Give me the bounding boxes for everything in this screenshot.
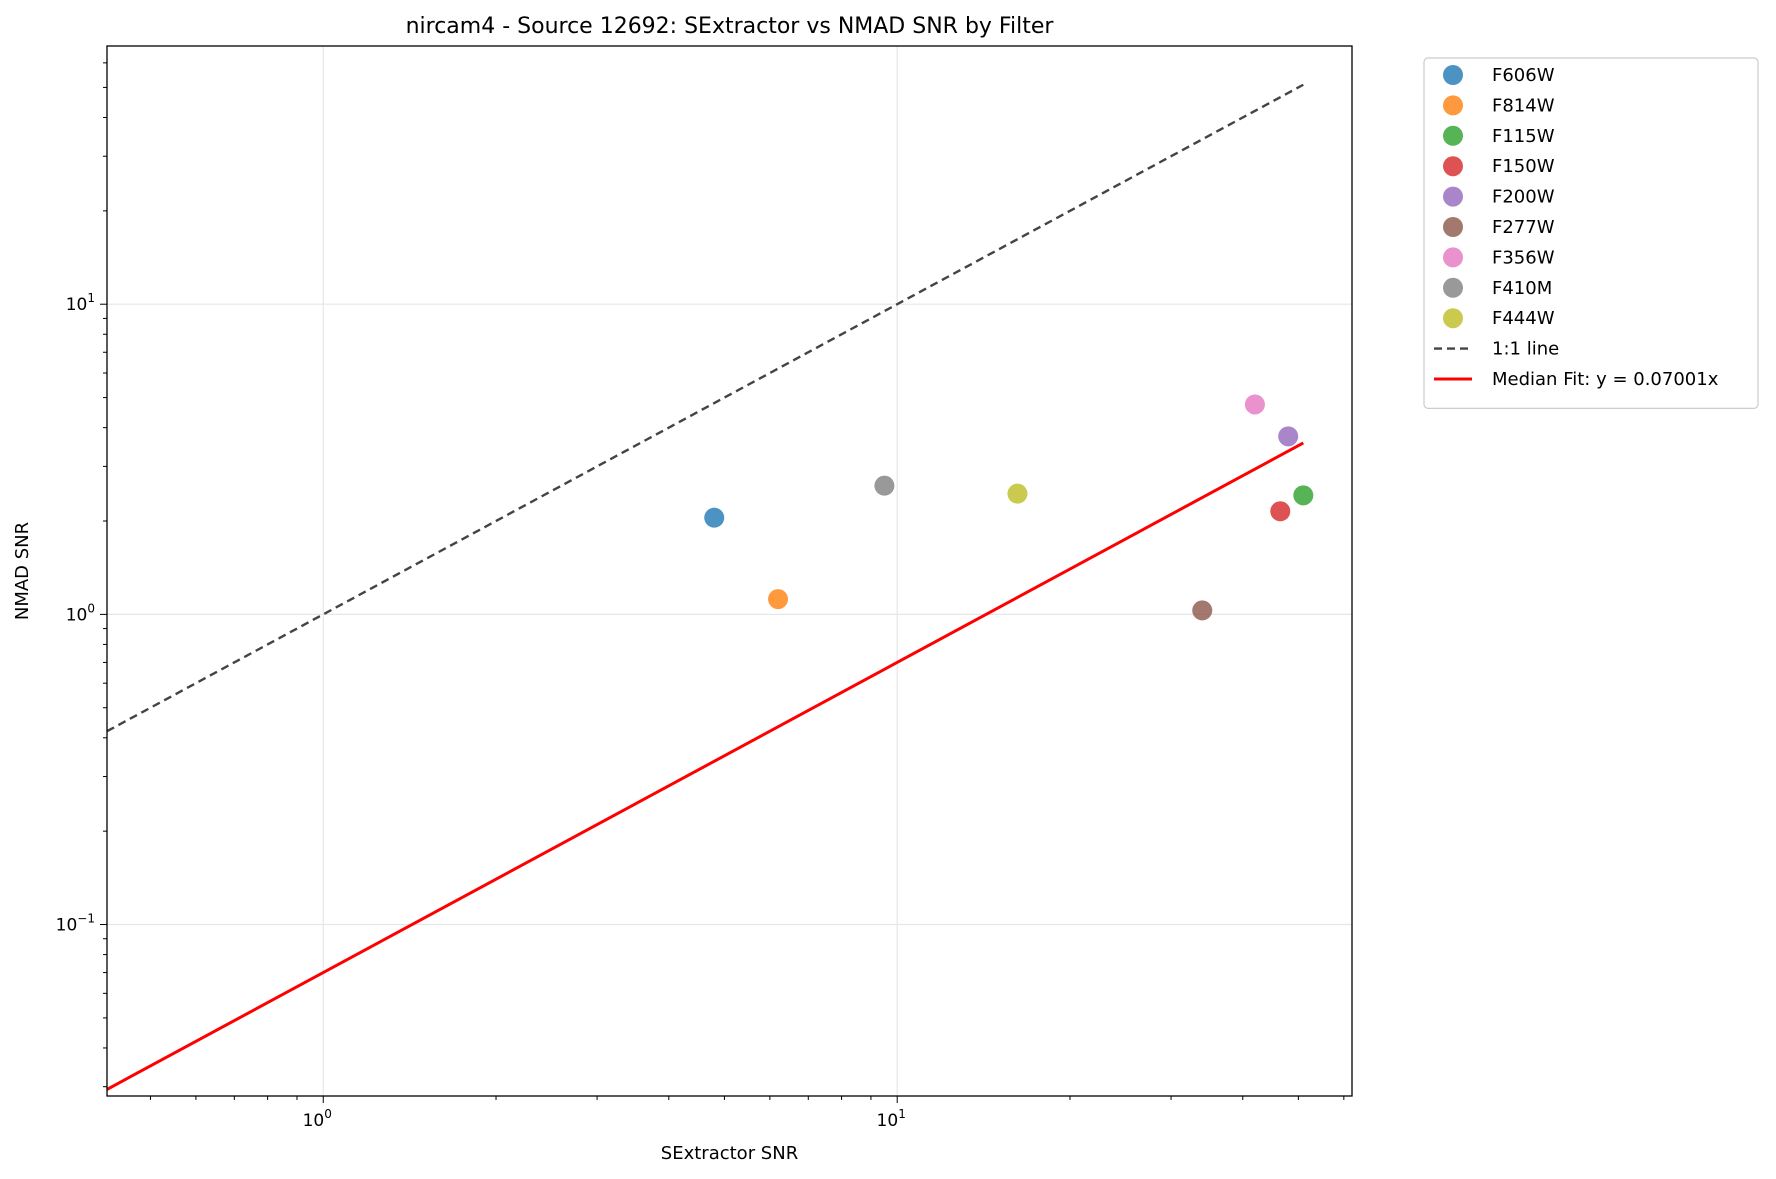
legend-label: F115W: [1492, 126, 1555, 147]
y-tick-label: 10−1: [56, 912, 95, 936]
legend-marker-f277w: [1443, 217, 1463, 237]
legend-marker-f606w: [1443, 65, 1463, 85]
legend-label: 1:1 line: [1492, 339, 1559, 360]
x-tick-label: 101: [877, 1107, 906, 1131]
grid-lines: [107, 46, 1352, 1096]
plot-area: [106, 45, 1353, 1097]
axis-ticks: 100 101 10−1 100 101: [56, 62, 1345, 1131]
data-point-f410m: [874, 475, 895, 496]
legend-label: F150W: [1492, 156, 1555, 177]
chart-title: nircam4 - Source 12692: SExtractor vs NM…: [406, 14, 1055, 39]
legend-marker-f444w: [1443, 308, 1463, 329]
legend-marker-f814w: [1443, 95, 1463, 116]
reference-lines: [106, 83, 1305, 1091]
legend-label: Median Fit: y = 0.07001x: [1492, 369, 1719, 390]
data-points: [704, 394, 1314, 621]
legend-marker-f200w: [1443, 186, 1463, 207]
data-point-f356w: [1244, 394, 1265, 415]
legend-marker-f356w: [1443, 247, 1463, 268]
one-to-one-line: [106, 83, 1304, 733]
legend-marker-f150w: [1443, 156, 1463, 177]
data-point-f115w: [1293, 485, 1314, 506]
y-tick-label: 100: [66, 601, 95, 625]
y-tick-label: 101: [66, 291, 95, 315]
median-fit-line: [106, 441, 1305, 1091]
legend-box: [1423, 57, 1759, 409]
data-point-f200w: [1278, 426, 1299, 447]
legend: F606W F814W F115W F150W F200W F277W F356W F410M…: [1423, 57, 1759, 409]
legend-marker-f410m: [1443, 277, 1463, 298]
legend-label: F814W: [1492, 95, 1555, 116]
data-point-f150w: [1270, 501, 1291, 522]
y-axis-label: NMAD SNR: [12, 522, 33, 620]
legend-label: F410M: [1492, 278, 1552, 299]
legend-label: F444W: [1492, 308, 1555, 329]
data-point-f444w: [1007, 483, 1028, 504]
legend-label: F277W: [1492, 217, 1555, 238]
x-axis-label: SExtractor SNR: [661, 1143, 798, 1164]
data-point-f606w: [704, 507, 725, 528]
legend-label: F606W: [1492, 65, 1555, 86]
legend-label: F356W: [1492, 247, 1555, 268]
legend-marker-f115w: [1443, 125, 1463, 146]
x-tick-label: 100: [303, 1107, 332, 1131]
data-point-f277w: [1192, 600, 1213, 621]
data-point-f814w: [768, 589, 789, 610]
legend-label: F200W: [1492, 187, 1555, 208]
